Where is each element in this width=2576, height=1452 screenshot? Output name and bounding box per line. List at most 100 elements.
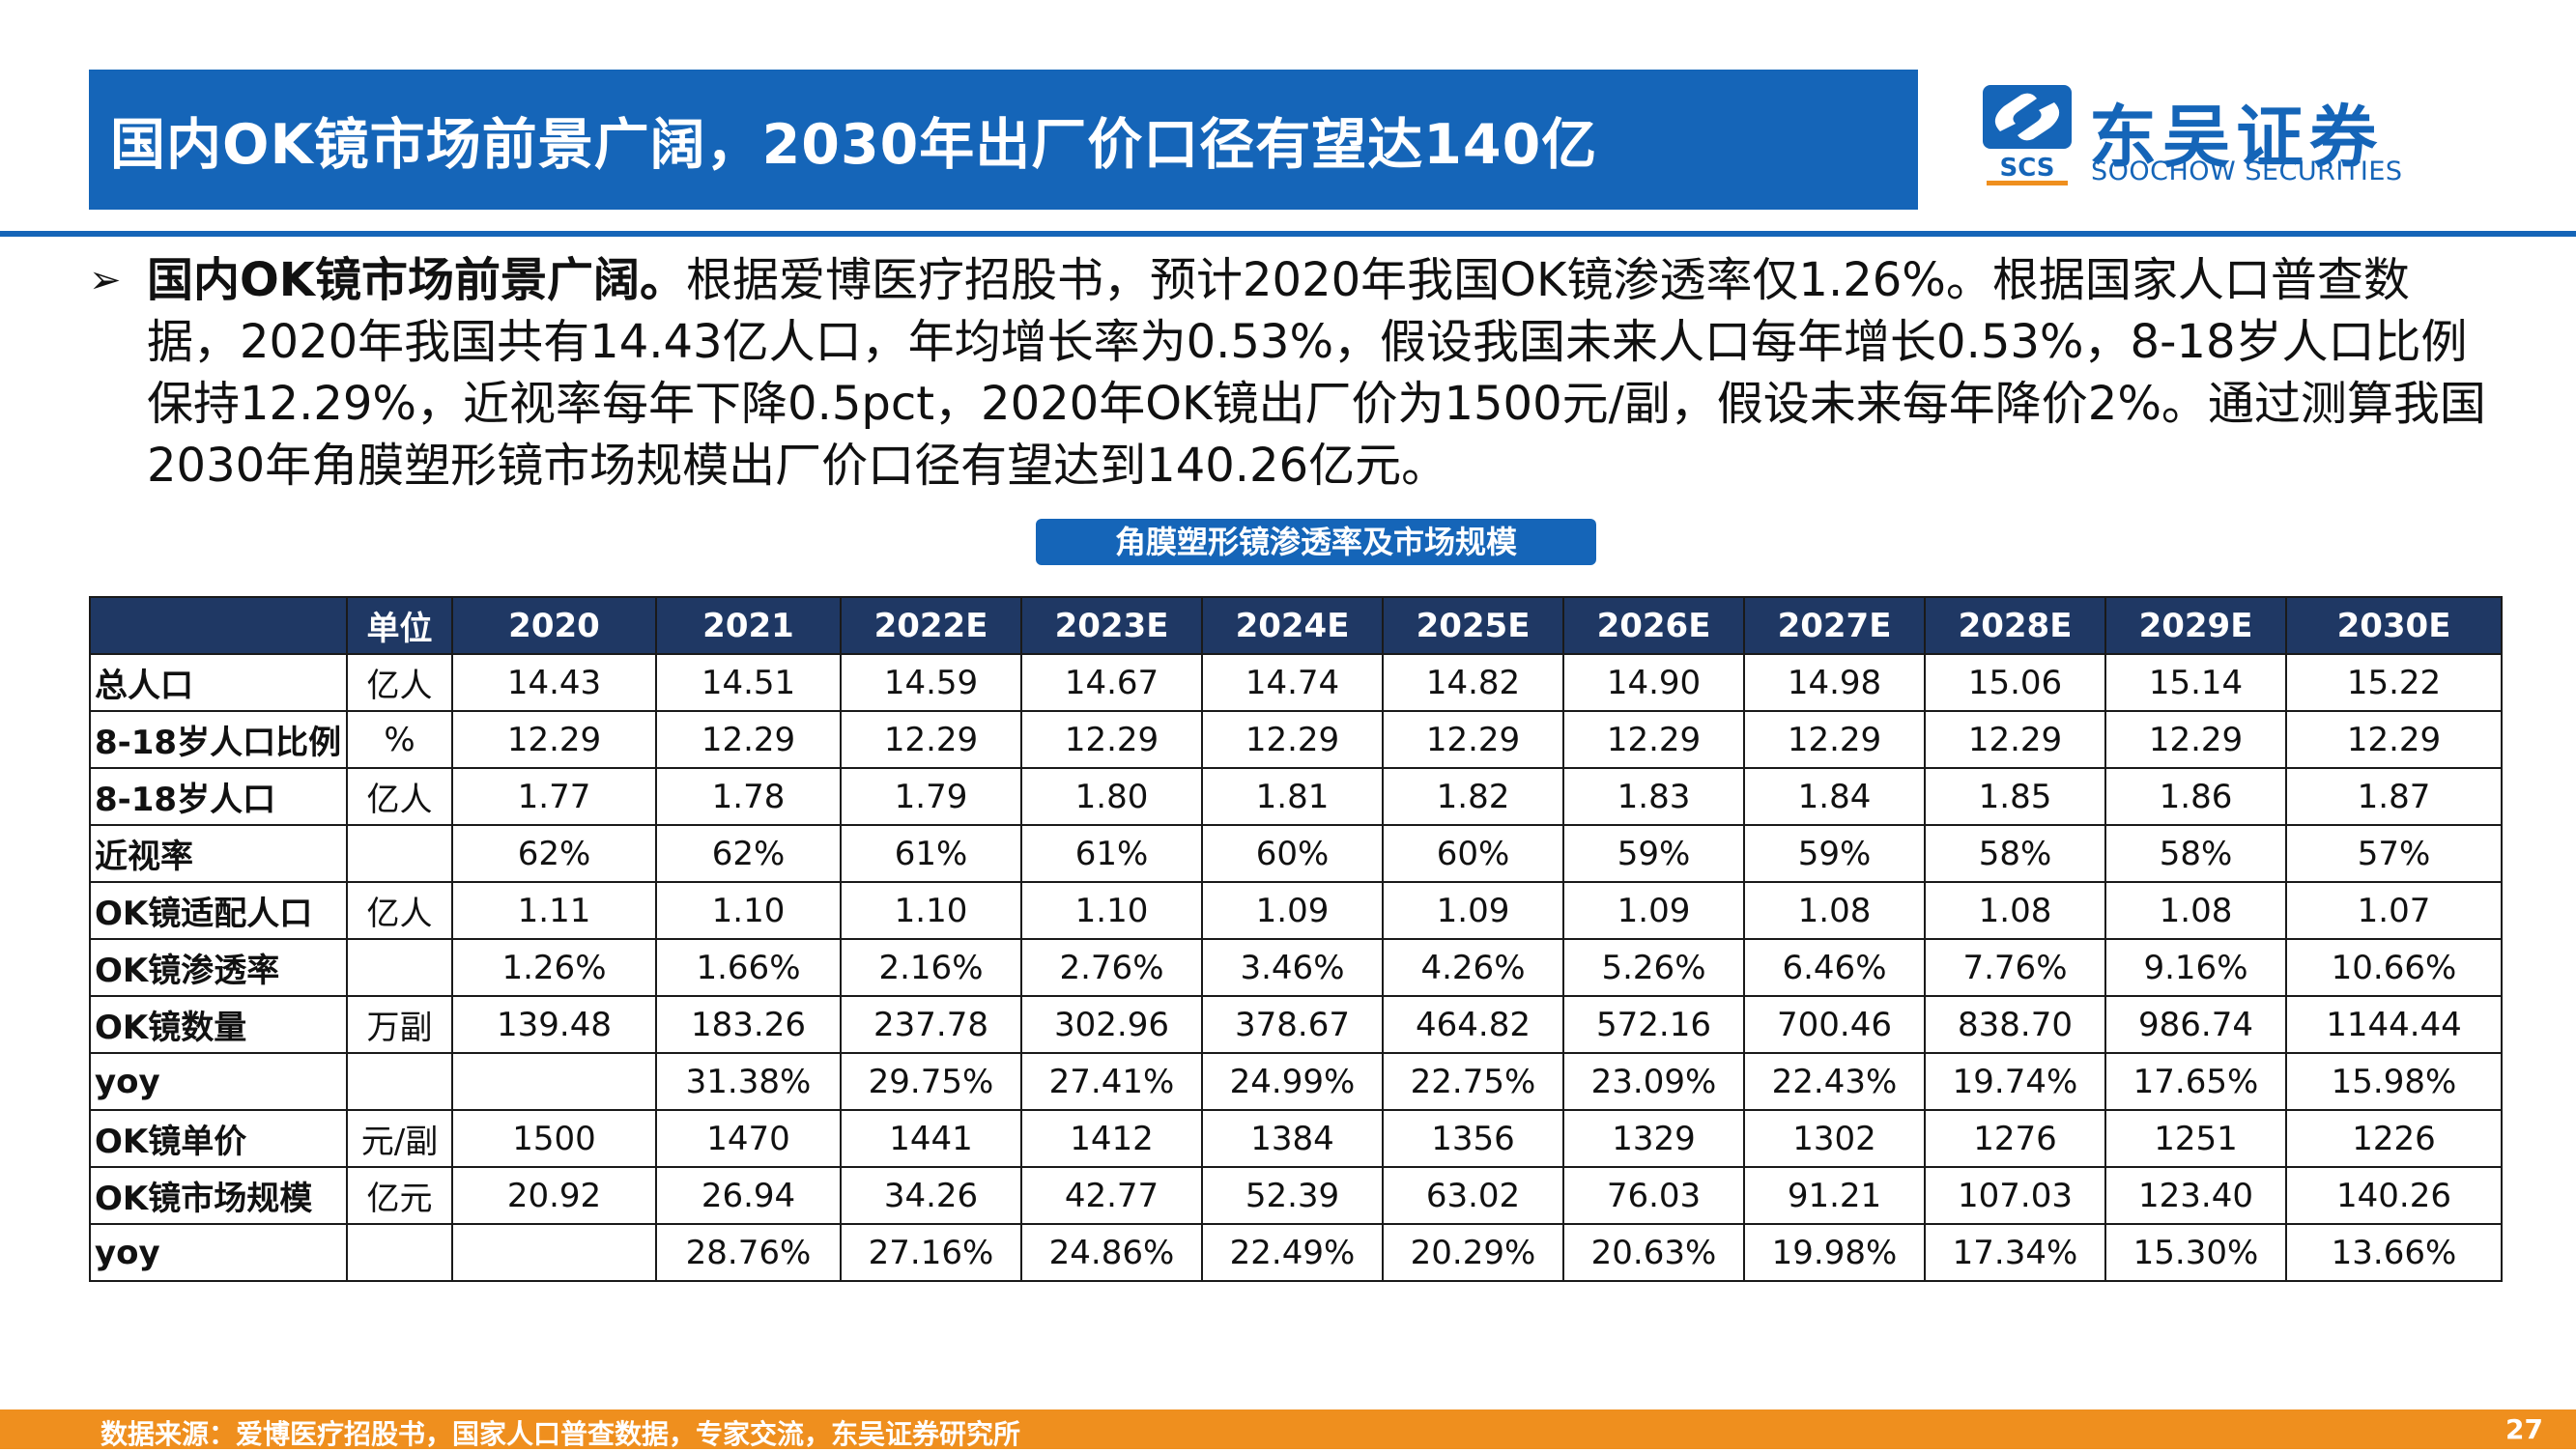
value-cell: 12.29 [1020,710,1203,769]
value-cell: 302.96 [1020,995,1203,1054]
table-row: 近视率 62% 62% 61% 61% 60% 60% 59% 59% 58% 58% 57% [89,824,2503,883]
value-cell: 12.29 [1201,710,1384,769]
value-cell: 17.65% [2104,1052,2287,1111]
row-label: OK镜渗透率 [89,938,348,997]
value-cell: 1.85 [1924,767,2106,826]
value-cell: 20.92 [451,1166,657,1225]
table-row: 8-18岁人口 亿人 1.77 1.78 1.79 1.80 1.81 1.82 1.83 1.8… [89,767,2503,826]
value-cell: 838.70 [1924,995,2106,1054]
value-cell: 58% [1924,824,2106,883]
row-label: yoy [89,1223,348,1282]
value-cell: 1500 [451,1109,657,1168]
value-cell: 1.09 [1382,881,1564,940]
value-cell: 61% [1020,824,1203,883]
table-row: yoy 28.76% 27.16% 24.86% 22.49% 20.29% 20.63% 1… [89,1223,2503,1282]
table-title: 角膜塑形镜渗透率及市场规模 [1036,519,1596,565]
value-cell: 14.59 [840,653,1022,712]
value-cell: 5.26% [1562,938,1745,997]
page-number: 27 [2505,1413,2543,1445]
value-cell: 12.29 [1382,710,1564,769]
value-cell: 26.94 [655,1166,842,1225]
value-cell: 1.08 [1743,881,1926,940]
value-cell: 1329 [1562,1109,1745,1168]
value-cell: 3.46% [1201,938,1384,997]
column-header: 2025E [1382,596,1564,655]
value-cell: 1.09 [1562,881,1745,940]
value-cell: 1.77 [451,767,657,826]
value-cell: 12.29 [840,710,1022,769]
table-row: yoy 31.38% 29.75% 27.41% 24.99% 22.75% 23.09% 2… [89,1052,2503,1111]
value-cell: 1.84 [1743,767,1926,826]
logo-mark-text: SCS [1999,154,2054,183]
value-cell: 1144.44 [2285,995,2503,1054]
unit-cell [346,938,453,997]
column-header: 2028E [1924,596,2106,655]
value-cell: 14.51 [655,653,842,712]
value-cell: 12.29 [1562,710,1745,769]
value-cell: 1.81 [1201,767,1384,826]
soochow-logo-icon: SCS [1983,85,2072,185]
value-cell: 22.75% [1382,1052,1564,1111]
summary-lead: 国内OK镜市场前景广阔。 [147,253,687,307]
value-cell: 13.66% [2285,1223,2503,1282]
value-cell: 27.16% [840,1223,1022,1282]
unit-cell: 亿人 [346,881,453,940]
row-label: yoy [89,1052,348,1111]
row-label: OK镜数量 [89,995,348,1054]
value-cell: 7.76% [1924,938,2106,997]
column-header: 2020 [451,596,657,655]
value-cell: 2.76% [1020,938,1203,997]
value-cell: 1276 [1924,1109,2106,1168]
value-cell: 58% [2104,824,2287,883]
value-cell: 107.03 [1924,1166,2106,1225]
row-label: 8-18岁人口 [89,767,348,826]
value-cell: 1356 [1382,1109,1564,1168]
value-cell: 24.99% [1201,1052,1384,1111]
value-cell: 63.02 [1382,1166,1564,1225]
market-size-table: 单位 2020 2021 2022E 2023E 2024E 2025E 2026E 2027E… [89,596,2503,1282]
value-cell: 20.63% [1562,1223,1745,1282]
value-cell: 76.03 [1562,1166,1745,1225]
unit-cell: 万副 [346,995,453,1054]
unit-cell: % [346,710,453,769]
value-cell: 464.82 [1382,995,1564,1054]
value-cell: 34.26 [840,1166,1022,1225]
value-cell: 1.26% [451,938,657,997]
table-row: OK镜适配人口 亿人 1.11 1.10 1.10 1.10 1.09 1.09 1.09 1.0… [89,881,2503,940]
value-cell: 60% [1201,824,1384,883]
value-cell: 14.90 [1562,653,1745,712]
company-logo: SCS 东吴证券 SOOCHOW SECURITIES [1979,81,2433,187]
summary-bullet: ➢ 国内OK镜市场前景广阔。根据爱博医疗招股书，预计2020年我国OK镜渗透率仅… [89,249,2495,497]
value-cell [451,1052,657,1111]
value-cell: 14.74 [1201,653,1384,712]
value-cell: 59% [1562,824,1745,883]
summary-text: 国内OK镜市场前景广阔。根据爱博医疗招股书，预计2020年我国OK镜渗透率仅1.… [147,249,2495,497]
value-cell: 15.30% [2104,1223,2287,1282]
value-cell: 22.43% [1743,1052,1926,1111]
value-cell: 12.29 [1743,710,1926,769]
arrow-bullet-icon: ➢ [89,258,122,302]
value-cell: 183.26 [655,995,842,1054]
value-cell: 1.10 [655,881,842,940]
value-cell: 1384 [1201,1109,1384,1168]
summary-body: 根据爱博医疗招股书，预计2020年我国OK镜渗透率仅1.26%。根据国家人口普查… [147,253,2486,493]
value-cell: 1.10 [1020,881,1203,940]
value-cell: 1302 [1743,1109,1926,1168]
value-cell: 59% [1743,824,1926,883]
table-header-row: 单位 2020 2021 2022E 2023E 2024E 2025E 2026E 2027E… [89,596,2503,655]
value-cell: 42.77 [1020,1166,1203,1225]
value-cell: 1.82 [1382,767,1564,826]
footer-bar: 数据来源：爱博医疗招股书，国家人口普查数据，专家交流，东吴证券研究所 27 [0,1409,2576,1450]
column-header: 2029E [2104,596,2287,655]
value-cell: 22.49% [1201,1223,1384,1282]
value-cell: 15.14 [2104,653,2287,712]
value-cell: 28.76% [655,1223,842,1282]
value-cell: 1.11 [451,881,657,940]
value-cell: 19.98% [1743,1223,1926,1282]
value-cell: 1.78 [655,767,842,826]
value-cell: 1251 [2104,1109,2287,1168]
value-cell: 31.38% [655,1052,842,1111]
value-cell: 60% [1382,824,1564,883]
unit-cell: 亿人 [346,767,453,826]
page-title: 国内OK镜市场前景广阔，2030年出厂价口径有望达140亿 [89,70,1918,210]
